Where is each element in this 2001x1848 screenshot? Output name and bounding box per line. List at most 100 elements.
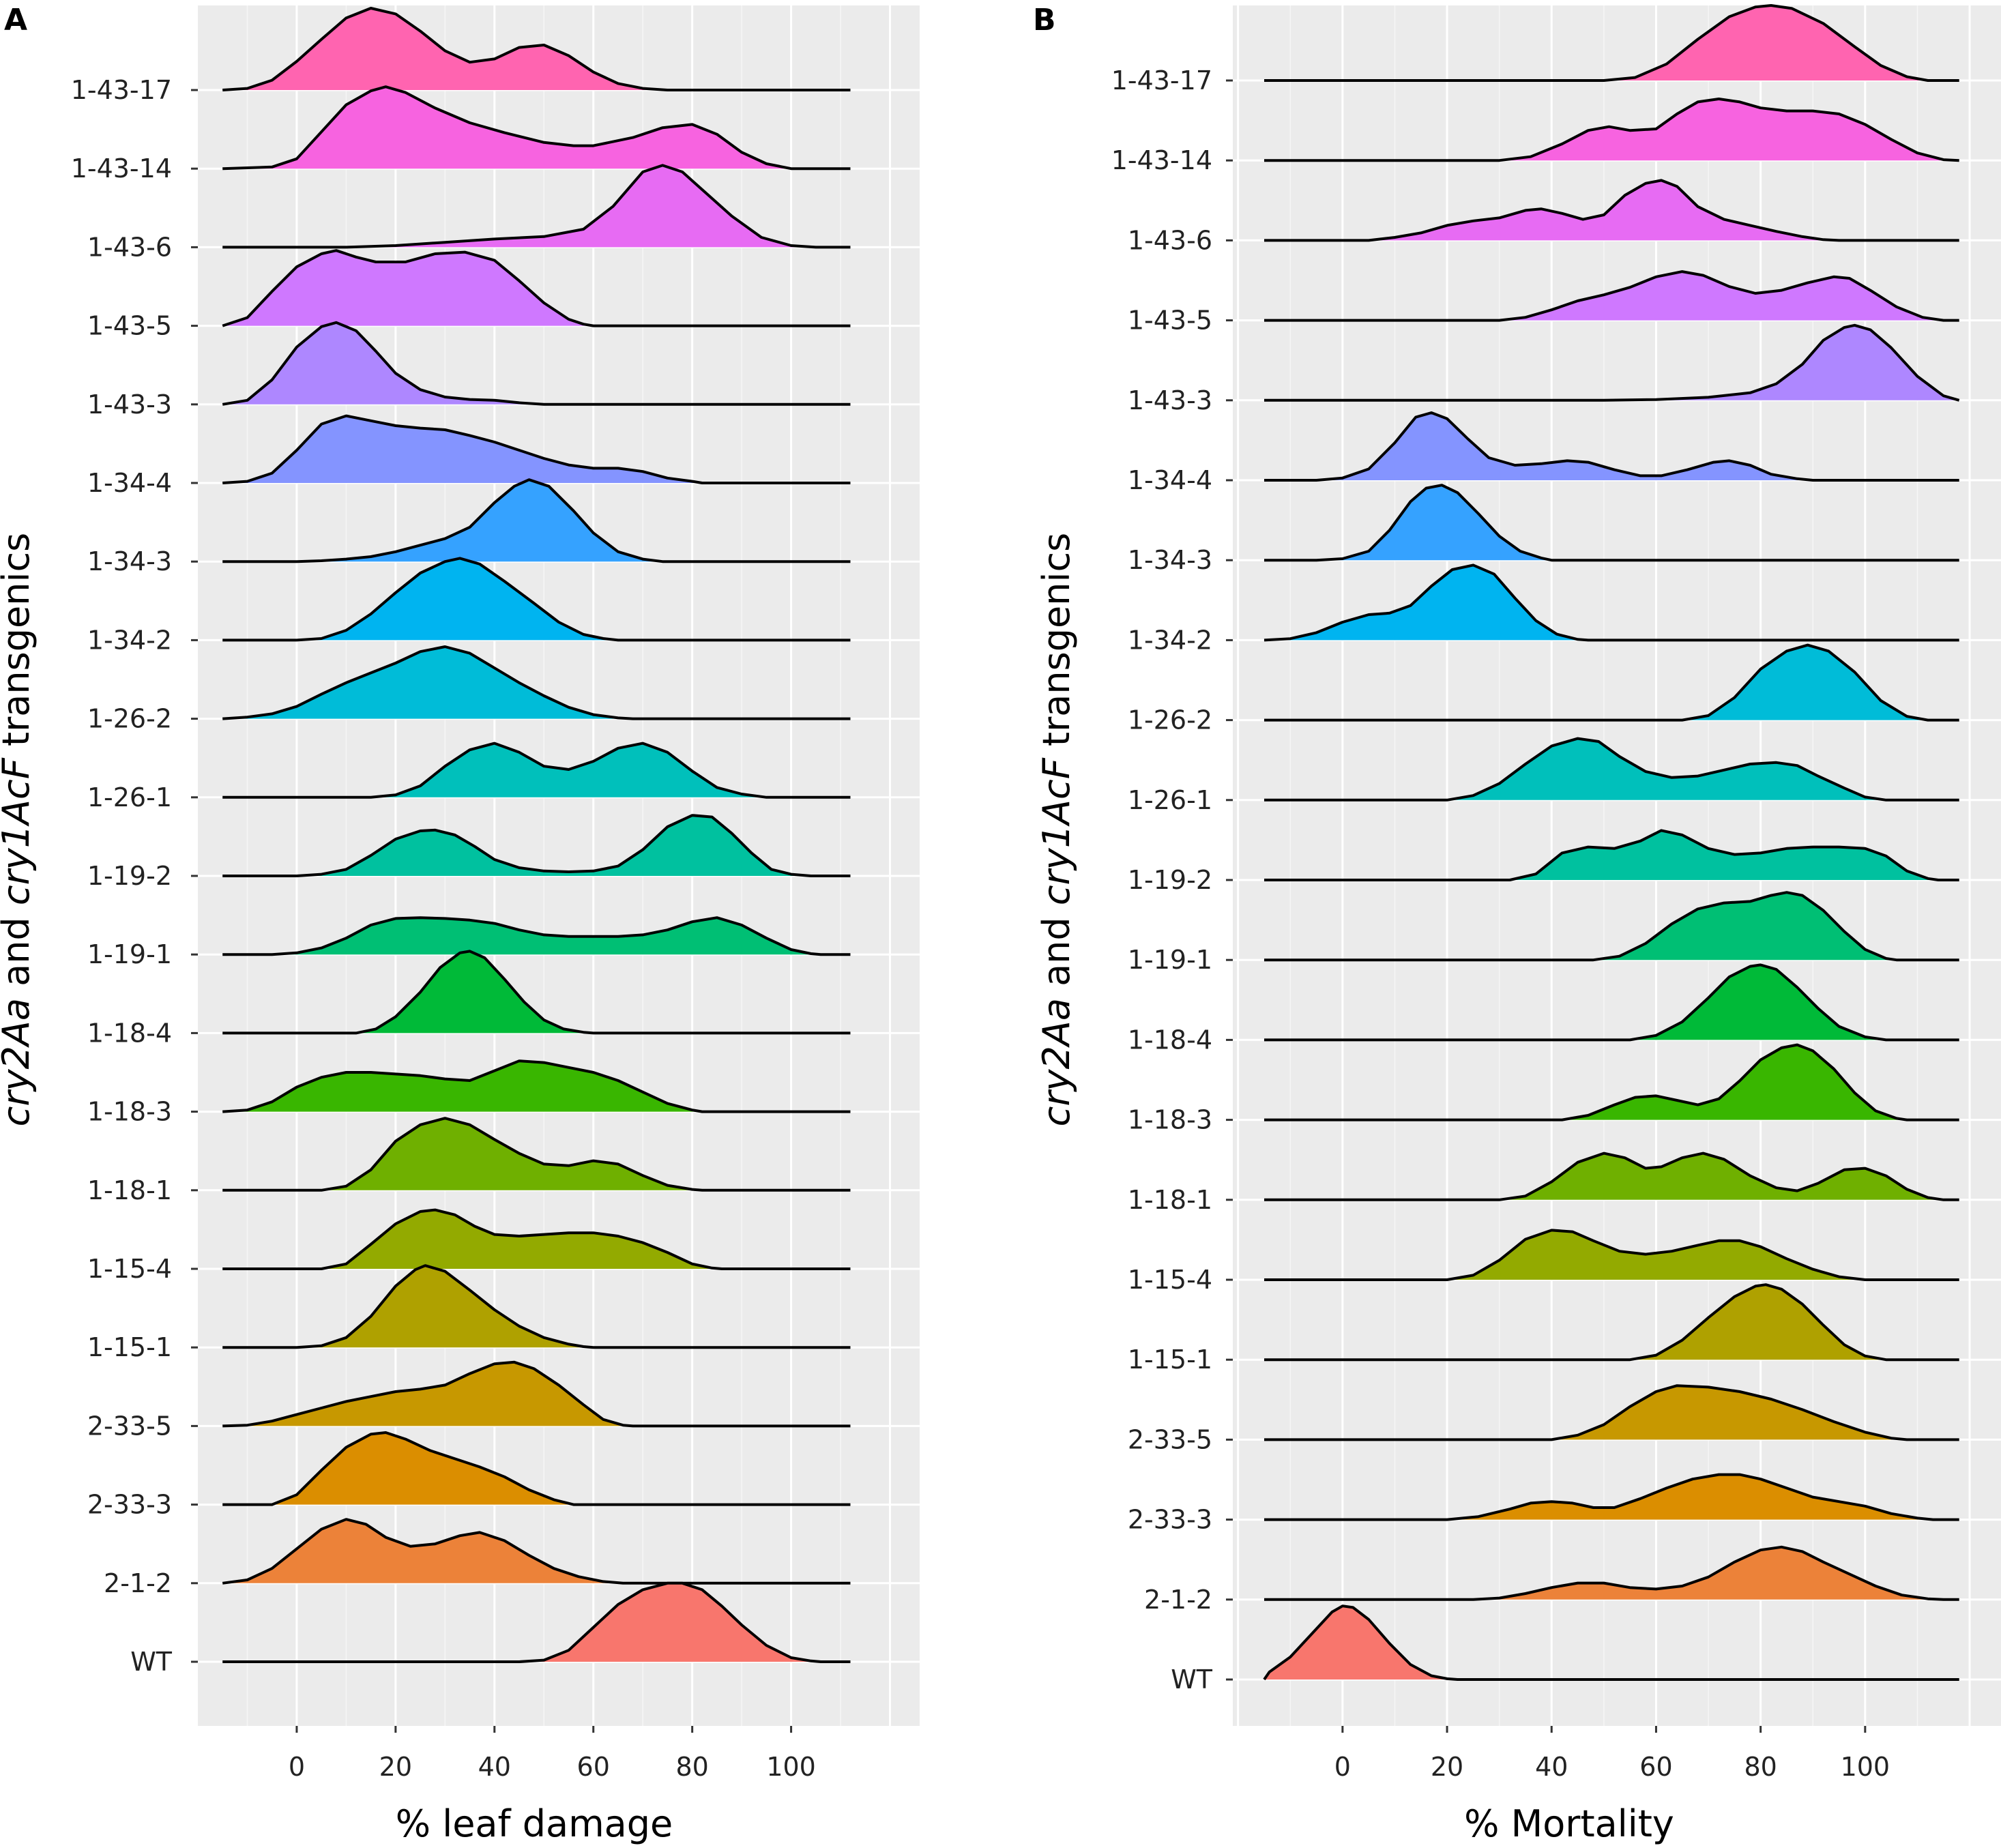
ridge-outline <box>222 1208 851 1270</box>
y-axis-title-part: transgenics <box>0 533 38 759</box>
y-axis-title-part: transgenics <box>1035 533 1078 759</box>
ridge-outline <box>222 1581 851 1663</box>
ridge-fill <box>1264 1153 1944 1200</box>
ridge-outline <box>1264 963 1959 1042</box>
y-tick-label: 1-18-3 <box>1128 1105 1212 1135</box>
ridge-outline <box>1264 411 1959 482</box>
ridge-outline <box>1264 563 1959 642</box>
ridge-fill <box>222 951 594 1033</box>
y-tick-label: 1-34-3 <box>87 546 172 576</box>
x-tick-label: 100 <box>766 1752 816 1782</box>
ridge-fill <box>222 480 663 562</box>
y-axis-title-part: cry2Aa <box>0 998 38 1126</box>
ridge-outline <box>1264 737 1959 802</box>
y-tick-label: 1-19-1 <box>87 939 172 969</box>
ridge-outline <box>222 950 851 1035</box>
y-axis-title: cry2Aa and cry1AcF transgenics <box>1035 533 1078 1127</box>
ridge-1-15-1 <box>1264 1283 1959 1362</box>
ridge-1-34-3 <box>1264 484 1959 562</box>
ridge-1-43-6 <box>1264 179 1959 242</box>
y-tick-label: 1-34-2 <box>1128 625 1212 655</box>
y-tick-label: 2-33-3 <box>1128 1505 1212 1535</box>
ridge-fill <box>1264 1285 1886 1360</box>
ridge-1-18-3 <box>1264 1043 1959 1121</box>
ridge-1-26-2 <box>222 645 851 720</box>
ridge-outline <box>222 1431 851 1506</box>
ridge-fill <box>222 165 816 248</box>
x-axis-title: % Mortality <box>1464 1802 1674 1845</box>
ridge-1-34-2 <box>222 557 851 642</box>
y-tick-label: 1-15-4 <box>1128 1265 1212 1295</box>
y-tick-label: 1-19-1 <box>1128 945 1212 975</box>
ridge-outline <box>1264 270 1959 322</box>
x-tick-label: 0 <box>289 1752 305 1782</box>
ridge-outline <box>1264 1043 1959 1121</box>
y-tick-label: 1-18-1 <box>1128 1185 1212 1215</box>
panel-letter: B <box>1033 3 1056 38</box>
ridge-fill <box>222 87 791 169</box>
ridge-2-1-2 <box>1264 1545 1959 1601</box>
ridge-1-19-2 <box>222 814 851 877</box>
ridge-2-33-5 <box>1264 1384 1959 1441</box>
x-tick-label: 80 <box>675 1752 708 1782</box>
x-tick-label: 0 <box>1334 1752 1351 1782</box>
ridge-outline <box>222 1518 851 1585</box>
x-tick-label: 60 <box>577 1752 610 1782</box>
y-tick-label: 1-43-6 <box>87 232 172 262</box>
ridge-fill <box>1264 1546 1944 1600</box>
ridge-outline <box>222 1264 851 1349</box>
y-tick-label: 1-18-4 <box>1128 1025 1212 1055</box>
ridge-outline <box>1264 98 1959 162</box>
y-axis-title-part: cry2Aa <box>1035 998 1078 1126</box>
y-tick-label: 1-43-17 <box>71 75 172 105</box>
ridge-1-43-14 <box>222 85 851 171</box>
ridge-1-26-1 <box>222 742 851 799</box>
y-tick-label: 2-33-5 <box>1128 1424 1212 1454</box>
y-tick-label: 1-43-14 <box>1111 145 1212 175</box>
ridge-outline <box>222 85 851 171</box>
x-tick-label: 40 <box>1535 1752 1568 1782</box>
ridge-outline <box>1264 891 1959 962</box>
ridge-outline <box>1264 179 1959 242</box>
y-tick-label: WT <box>1171 1664 1213 1695</box>
ridge-fill <box>222 8 668 90</box>
ridge-outline <box>1264 1283 1959 1362</box>
ridge-1-18-4 <box>1264 963 1959 1042</box>
y-tick-label: 1-34-2 <box>87 625 172 655</box>
ridge-1-34-4 <box>1264 411 1959 482</box>
ridge-fill <box>222 1118 703 1190</box>
ridge-outline <box>1264 1152 1959 1201</box>
ridge-fill <box>1264 99 1959 161</box>
ridge-fill <box>222 1583 821 1662</box>
x-axis-title: % leaf damage <box>396 1802 673 1845</box>
panel-b: 1-43-17 1-43-14 1-43-6 1-43-5 1-43-3 1-34-4 1-… <box>1033 3 2001 1845</box>
ridge-1-26-1 <box>1264 737 1959 802</box>
ridge-WT <box>1263 1604 1959 1681</box>
ridge-outline <box>1264 1473 1959 1521</box>
ridge-1-43-5 <box>222 249 851 327</box>
y-tick-label: 1-19-2 <box>87 861 172 891</box>
ridge-2-33-3 <box>1264 1473 1959 1521</box>
ridge-outline <box>1264 484 1959 562</box>
ridge-outline <box>1264 1229 1959 1281</box>
ridge-1-19-2 <box>1264 829 1959 881</box>
ridge-1-43-3 <box>1264 323 1960 402</box>
y-tick-label: 1-43-5 <box>1128 306 1212 336</box>
ridge-fill <box>1264 485 1552 561</box>
ridge-fill <box>1264 1606 1458 1680</box>
ridge-1-43-6 <box>222 164 851 249</box>
ridge-1-18-1 <box>222 1117 851 1192</box>
y-tick-label: 2-33-3 <box>87 1490 172 1520</box>
ridge-outline <box>222 321 851 406</box>
ridge-outline <box>1264 323 1960 402</box>
ridge-fill <box>1264 1385 1908 1440</box>
ridge-1-43-17 <box>222 7 851 91</box>
y-tick-label: 1-43-3 <box>87 390 172 420</box>
ridge-fill <box>1264 1474 1933 1520</box>
ridge-outline <box>222 557 851 642</box>
x-tick-label: 20 <box>1431 1752 1463 1782</box>
y-tick-label: 1-43-3 <box>1128 385 1212 415</box>
ridge-1-26-2 <box>1264 643 1959 722</box>
y-tick-label: 1-43-14 <box>71 153 172 184</box>
ridge-1-19-1 <box>222 916 851 956</box>
